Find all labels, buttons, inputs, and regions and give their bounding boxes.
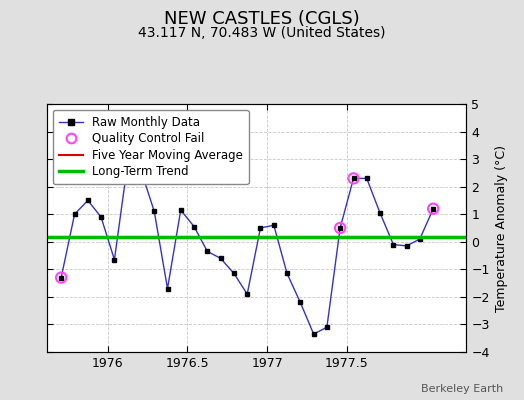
Text: NEW CASTLES (CGLS): NEW CASTLES (CGLS) <box>164 10 360 28</box>
Y-axis label: Temperature Anomaly (°C): Temperature Anomaly (°C) <box>495 144 508 312</box>
Point <box>336 225 344 231</box>
Point <box>57 274 66 281</box>
Text: 43.117 N, 70.483 W (United States): 43.117 N, 70.483 W (United States) <box>138 26 386 40</box>
Point <box>429 206 438 212</box>
Text: Berkeley Earth: Berkeley Earth <box>421 384 503 394</box>
Legend: Raw Monthly Data, Quality Control Fail, Five Year Moving Average, Long-Term Tren: Raw Monthly Data, Quality Control Fail, … <box>53 110 249 184</box>
Point <box>350 175 358 182</box>
